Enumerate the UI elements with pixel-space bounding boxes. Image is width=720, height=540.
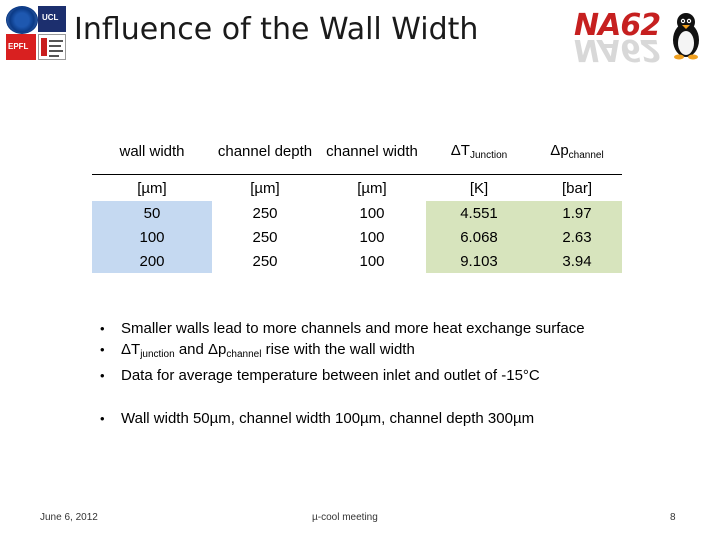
institution-logos: UCL EPFL: [6, 6, 66, 60]
header-channel-depth: channel depth: [217, 142, 313, 160]
unit-cell: [K]: [426, 174, 532, 201]
footer-page-number: 8: [670, 512, 676, 523]
cern-logo: [6, 6, 38, 34]
footer-meeting: µ-cool meeting: [312, 512, 378, 523]
penguin-icon: [673, 13, 699, 60]
bullet-item: • Smaller walls lead to more channels an…: [100, 320, 585, 337]
bullet-item: • Wall width 50µm, channel width 100µm, …: [100, 410, 535, 427]
na62-logo-reflection: NA62: [574, 32, 661, 67]
bullet-marker: •: [100, 321, 105, 336]
unit-cell: [bar]: [532, 174, 622, 201]
bullet-marker: •: [100, 342, 105, 357]
table-cell: 100: [359, 228, 385, 246]
slide-title: Influence of the Wall Width: [74, 12, 479, 47]
unit-cell: [µm]: [212, 174, 318, 201]
table-cell: 2.63: [532, 225, 622, 249]
na62-logo: NA62 NA62: [574, 8, 661, 67]
table-cell: 3.94: [532, 249, 622, 273]
table-cell: 50: [92, 201, 212, 225]
table-cell: 4.551: [426, 201, 532, 225]
header-delta-p-channel: Δpchannel: [550, 141, 604, 161]
bullet-marker: •: [100, 368, 105, 383]
table-units-row: [µm] [µm] [µm] [K] [bar]: [92, 174, 622, 201]
table-cell: 100: [359, 204, 385, 222]
table-row: 50 250 100 4.551 1.97: [92, 201, 622, 225]
header-delta-t-junction: ΔTJunction: [450, 141, 508, 161]
table-cell: 6.068: [426, 225, 532, 249]
table-cell: 100: [92, 225, 212, 249]
table-cell: 9.103: [426, 249, 532, 273]
bullet-list: • Smaller walls lead to more channels an…: [96, 318, 585, 429]
unit-cell: [µm]: [92, 174, 212, 201]
table-row: 100 250 100 6.068 2.63: [92, 225, 622, 249]
table-cell: 250: [252, 228, 278, 246]
footer-date: June 6, 2012: [40, 512, 98, 523]
bullet-marker: •: [100, 411, 105, 426]
bullet-item: • Data for average temperature between i…: [100, 367, 540, 384]
bullet-item: • ΔTjunction and Δpchannel rise with the…: [100, 341, 415, 360]
table-cell: 250: [252, 252, 278, 270]
table-cell: 200: [92, 249, 212, 273]
header-channel-width: channel width: [326, 142, 418, 160]
header-wall-width: wall width: [119, 142, 185, 160]
table-cell: 100: [359, 252, 385, 270]
unit-cell: [µm]: [318, 174, 426, 201]
table-row: 200 250 100 9.103 3.94: [92, 249, 622, 273]
table-cell: 250: [252, 204, 278, 222]
epfl-logo: EPFL: [6, 34, 36, 60]
university-logo: [38, 34, 66, 60]
table-header-row: wall width channel depth channel width Δ…: [92, 128, 622, 175]
ucl-logo: UCL: [38, 6, 66, 32]
wall-width-table: wall width channel depth channel width Δ…: [92, 128, 622, 273]
table-cell: 1.97: [532, 201, 622, 225]
